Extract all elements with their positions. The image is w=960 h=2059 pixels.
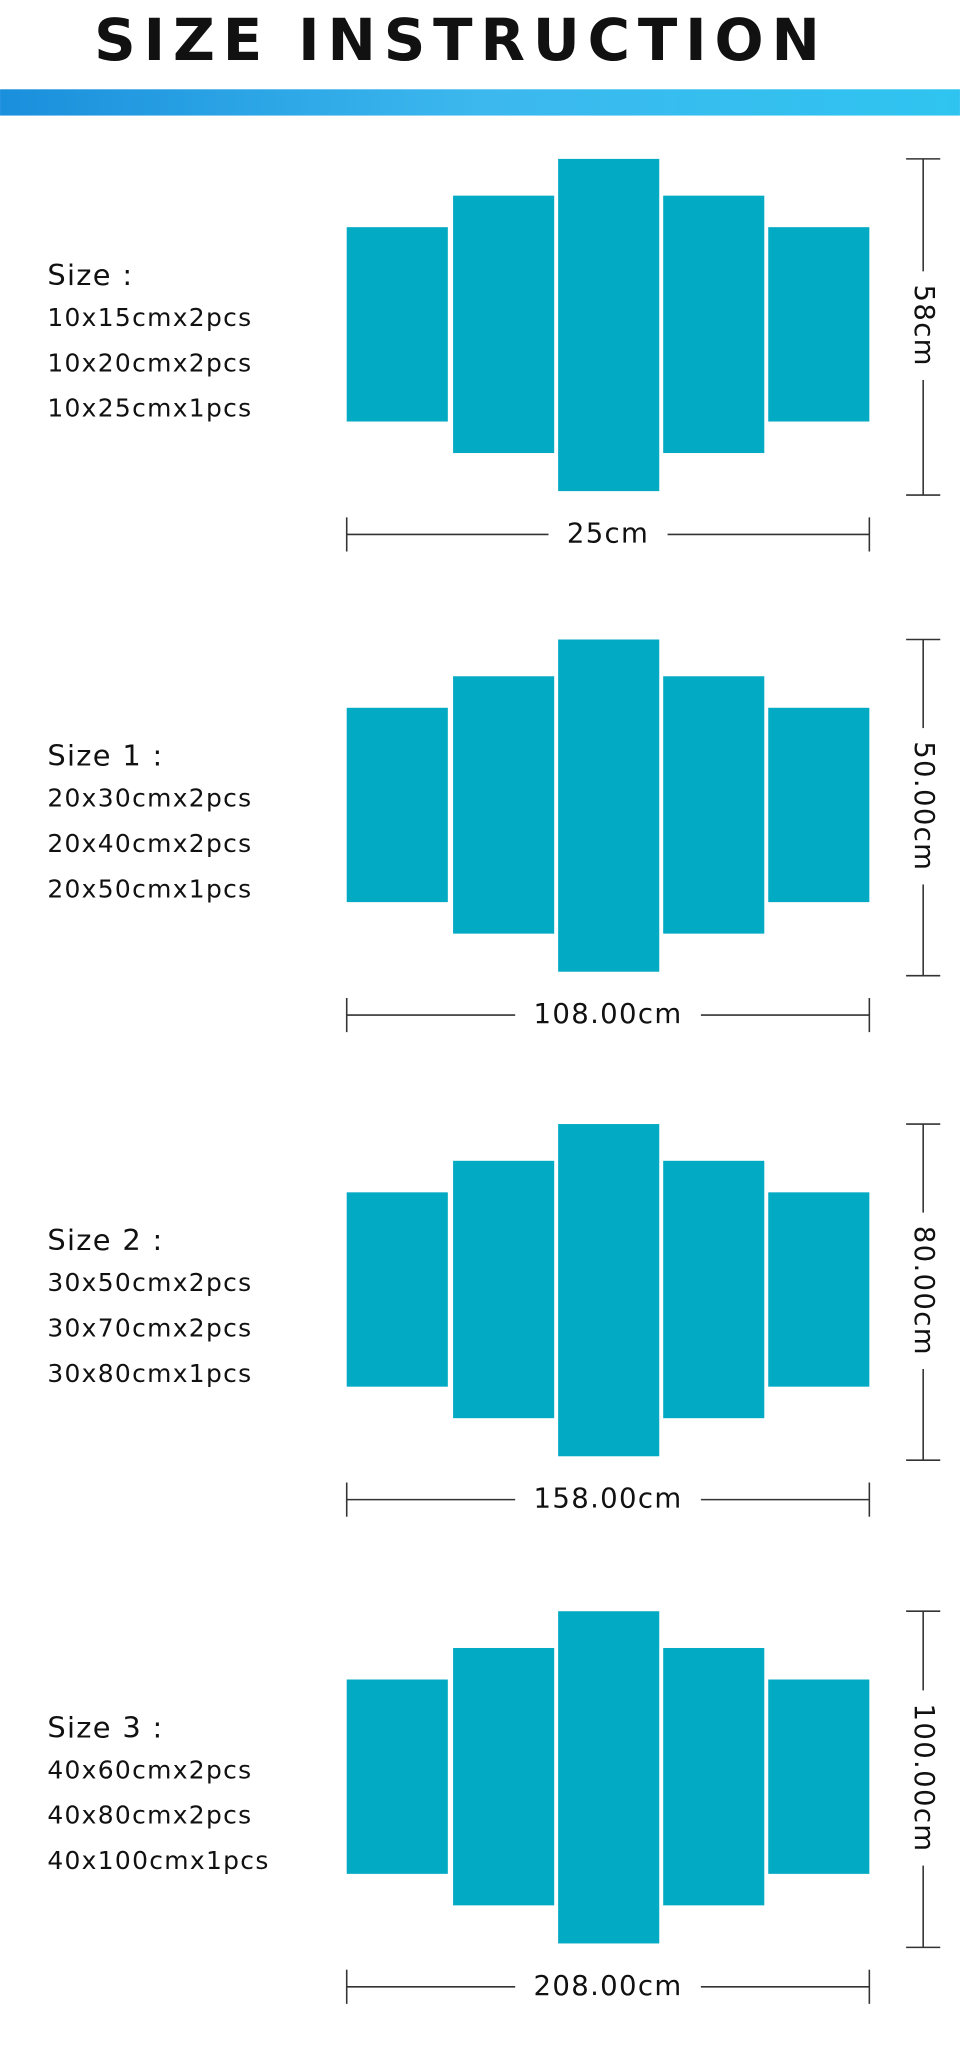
size-label: Size : (47, 258, 133, 292)
canvas-panel (346, 1679, 448, 1874)
size-line: 20x50cmx1pcs (47, 874, 252, 903)
height-label: 80.00cm (908, 1226, 941, 1356)
canvas-panel (663, 1647, 765, 1906)
canvas-panel (768, 227, 870, 422)
height-label: 58cm (908, 284, 941, 366)
canvas-panel (558, 639, 660, 972)
canvas-panel (768, 1192, 870, 1387)
size-line: 10x15cmx2pcs (47, 303, 252, 332)
dim-gap (907, 271, 939, 380)
canvas-panel (663, 676, 765, 934)
canvas-panel (558, 1124, 660, 1457)
canvas-panel (453, 1160, 555, 1419)
size-label: Size 1 : (47, 739, 163, 773)
canvas-panel (346, 1192, 448, 1387)
canvas-panel (768, 707, 870, 903)
size-line: 40x60cmx2pcs (47, 1755, 252, 1784)
size-label: Size 2 : (47, 1223, 163, 1257)
canvas-panel (663, 1160, 765, 1419)
title: SIZE INSTRUCTION (94, 6, 828, 74)
width-label: 158.00cm (534, 1482, 683, 1515)
canvas-panel (558, 1611, 660, 1944)
height-label: 50.00cm (908, 741, 941, 871)
size-label: Size 3 : (47, 1710, 163, 1744)
size-line: 30x70cmx2pcs (47, 1314, 252, 1343)
canvas-panel (346, 707, 448, 903)
height-label: 100.00cm (908, 1704, 941, 1853)
width-label: 25cm (567, 516, 649, 549)
dim-gap (548, 518, 668, 551)
canvas-panel (768, 1679, 870, 1874)
header-band (0, 89, 960, 116)
canvas-panel (558, 158, 660, 492)
size-line: 40x100cmx1pcs (47, 1846, 269, 1875)
size-line: 30x50cmx2pcs (47, 1268, 252, 1297)
canvas-panel (663, 195, 765, 454)
canvas-panel (453, 1647, 555, 1906)
dim-gap (515, 1971, 701, 2003)
size-line: 20x30cmx2pcs (47, 784, 252, 813)
width-label: 108.00cm (534, 997, 683, 1030)
canvas-panel (346, 227, 448, 422)
canvas-panel (453, 676, 555, 934)
dim-gap (515, 999, 701, 1031)
size-line: 10x20cmx2pcs (47, 348, 252, 377)
dim-gap (515, 1483, 701, 1516)
width-label: 208.00cm (534, 1969, 683, 2002)
dim-gap (907, 728, 939, 885)
size-line: 10x25cmx1pcs (47, 394, 252, 423)
size-line: 40x80cmx2pcs (47, 1801, 252, 1830)
size-line: 30x80cmx1pcs (47, 1359, 252, 1388)
dim-gap (907, 1212, 939, 1370)
dim-gap (907, 1690, 939, 1866)
size-line: 20x40cmx2pcs (47, 829, 252, 858)
canvas-panel (453, 195, 555, 454)
